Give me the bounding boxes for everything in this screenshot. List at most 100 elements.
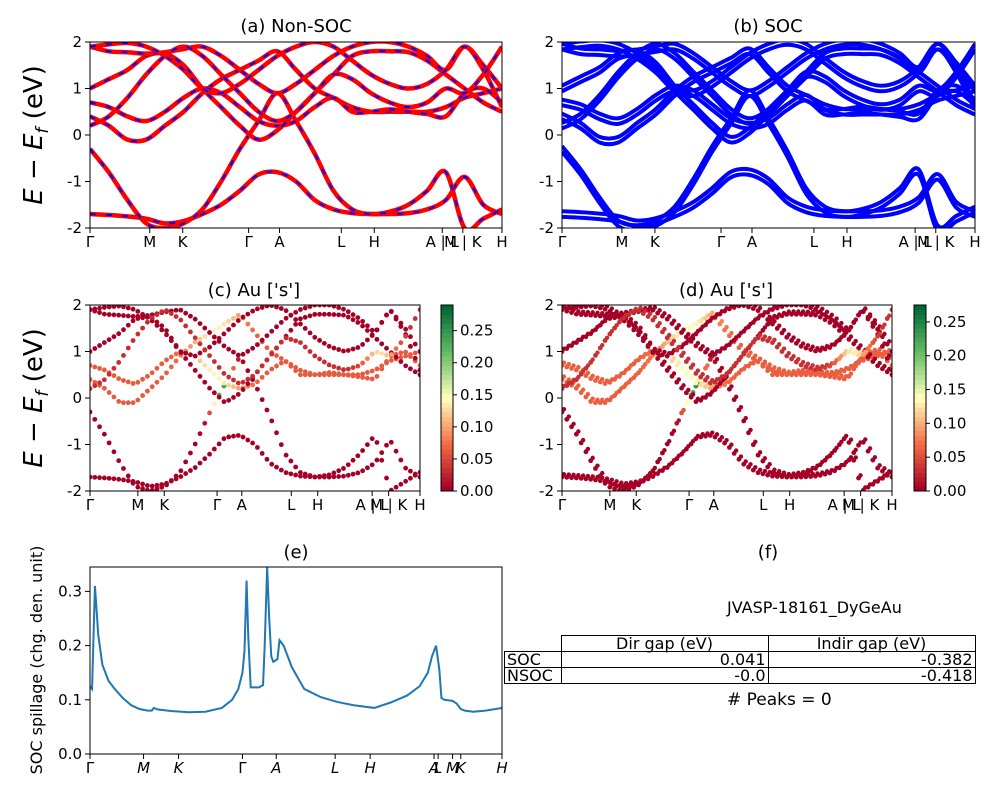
scatter-point [173,314,179,319]
scatter-point [834,372,839,377]
scatter-point [144,373,150,379]
scatter-point [580,437,586,443]
scatter-point [374,457,380,463]
scatter-point [889,470,892,475]
band-line [562,88,975,131]
scatter-point [221,436,227,442]
scatter-point [777,323,782,328]
scatter-point [207,344,212,350]
scatter-point [231,349,236,355]
colorbar-step [441,398,453,404]
scatter-point [173,351,179,357]
scatter-point [360,318,366,324]
scatter-point [293,321,299,327]
scatter-point [590,396,595,401]
scatter-point [298,470,303,475]
scatter-point [336,474,342,479]
colorbar-step [441,360,453,366]
scatter-point [235,352,241,358]
x-tick-label: L [434,759,442,777]
scatter-point [317,305,322,308]
panel-a-plot [90,42,502,228]
scatter-point [192,316,198,322]
scatter-point [211,401,217,407]
scatter-point [393,484,399,490]
colorbar-step [914,439,926,445]
scatter-point [168,338,174,344]
scatter-point [801,300,805,304]
scatter-point [101,475,107,481]
scatter-point [144,487,150,491]
scatter-point [216,376,222,381]
scatter-point [92,306,98,312]
scatter-point [562,360,567,365]
scatter-point [781,470,787,475]
scatter-point [326,472,332,478]
scatter-point [600,311,605,316]
scatter-point [216,324,222,330]
scatter-point [144,319,150,325]
scatter-point [111,334,117,340]
colorbar-step [441,384,453,390]
scatter-point [226,382,232,388]
panel-e-plot [90,567,502,714]
scatter-point [341,466,346,471]
scatter-point [235,392,241,397]
scatter-point [331,345,337,351]
colorbar-step [441,481,453,487]
spillage-line [90,567,502,714]
x-tick-label: Γ [244,233,253,251]
scatter-point [705,375,710,380]
scatter-point [331,370,337,376]
scatter-point [595,305,600,307]
scatter-point [341,372,346,377]
scatter-point [872,318,878,323]
scatter-point [90,307,93,313]
scatter-point [106,305,112,310]
scatter-point [130,400,136,406]
scatter-point [164,328,169,334]
scatter-point [374,336,380,342]
x-tick-label: K [456,759,467,777]
x-tick-label: L [337,233,346,251]
scatter-point [583,305,589,309]
scatter-point [211,446,217,452]
scatter-point [278,442,284,448]
scatter-point [298,321,303,327]
scatter-point [403,353,409,359]
scatter-point [767,462,772,467]
scatter-point [183,350,189,356]
colorbar-step [914,351,926,357]
scatter-point [288,471,294,477]
scatter-point [762,334,768,339]
scatter-point [393,316,399,322]
colorbar-step [441,458,453,464]
scatter-point [116,476,122,482]
scatter-point [321,359,327,365]
colorbar-step [914,318,926,325]
scatter-point [388,487,394,491]
colorbar-step [441,393,453,399]
scatter-point [686,356,691,361]
scatter-point [867,352,873,357]
x-tick-label: A | L [828,496,862,514]
x-tick-label: M [603,496,616,514]
band-line [562,42,975,125]
scatter-point [789,305,794,308]
colorbar-step [914,374,926,380]
scatter-point [197,350,203,356]
scatter-point [762,325,768,330]
scatter-point [791,335,796,340]
x-tick-label: H [369,233,380,251]
scatter-point [326,311,332,317]
scatter-point [226,434,232,440]
scatter-point [240,379,246,385]
scatter-point [398,481,404,487]
scatter-point [877,331,882,336]
scatter-point [116,312,122,318]
scatter-point [250,440,256,446]
colorbar-step [914,332,926,339]
scatter-point [600,376,605,382]
colorbar-step [914,416,926,422]
